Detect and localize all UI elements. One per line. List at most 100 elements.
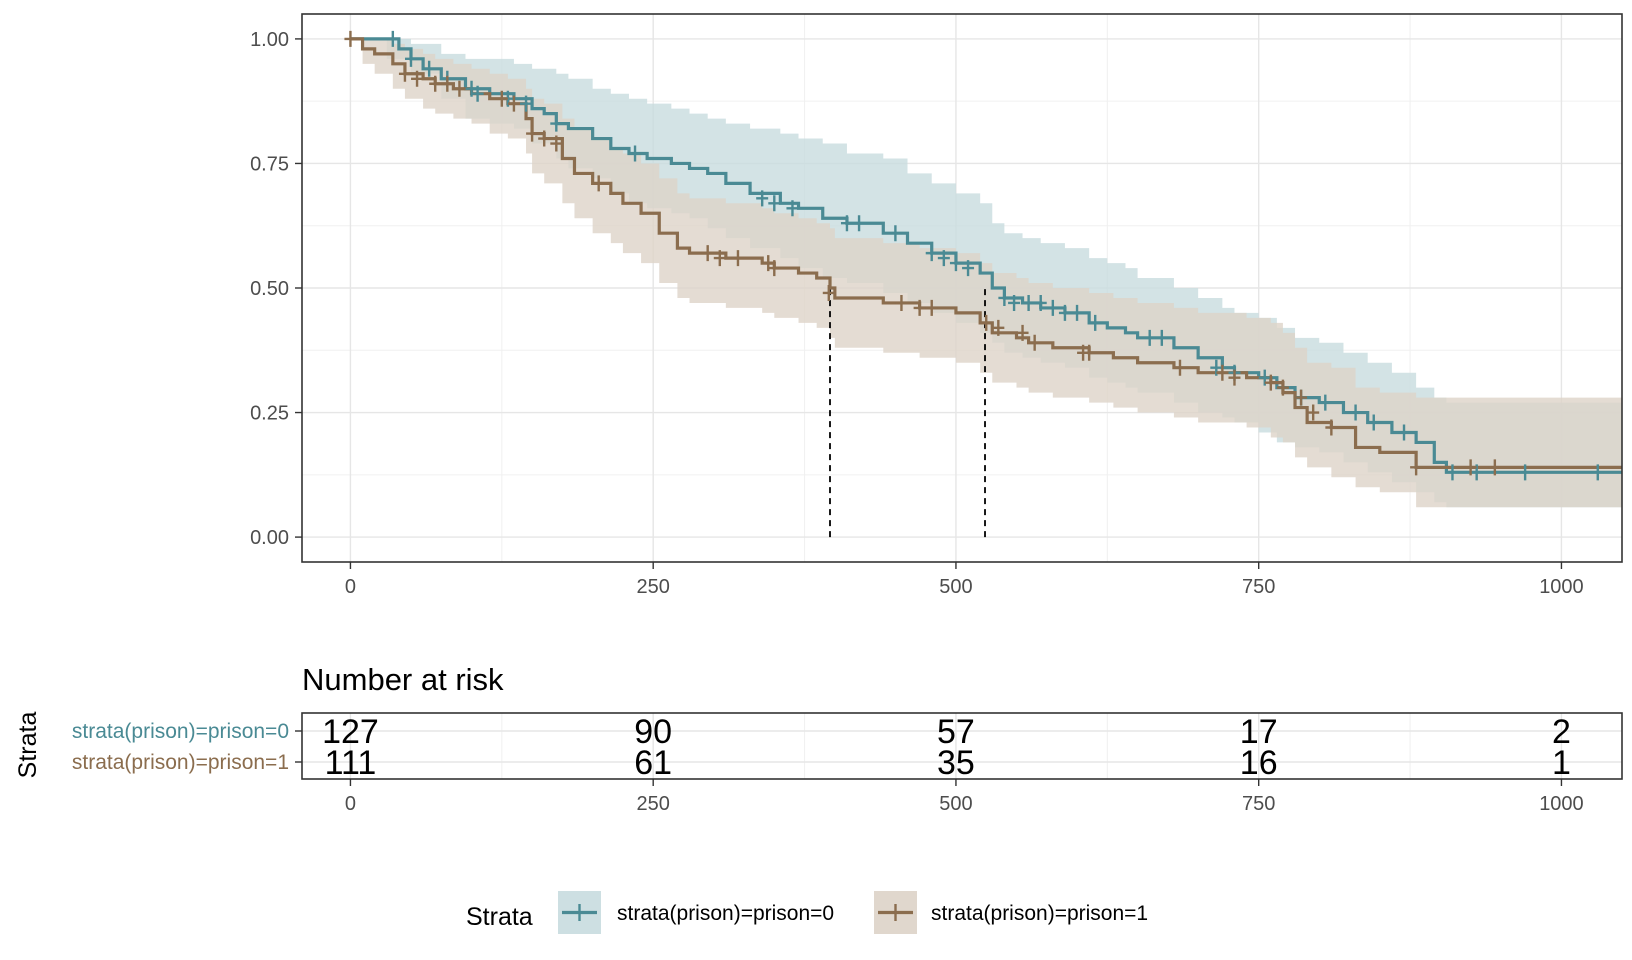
censor-mark [344,30,357,47]
censor-mark [1034,294,1047,311]
legend-items: strata(prison)=prison=0 strata(prison)=pr… [558,891,1148,934]
censor-mark [822,284,835,301]
censor-mark [992,319,1005,336]
risk-count: 111 [325,744,377,782]
censor-mark [768,260,781,277]
censor-mark [840,215,853,232]
censor-mark [937,250,950,267]
censor-mark [1022,294,1035,311]
risk-x-tick-label: 750 [1242,793,1275,815]
risk-count: 35 [937,744,975,782]
censor-mark [550,115,563,132]
censor-mark [404,50,417,67]
risk-table-x-ticks: 0 250 500 750 1000 [345,779,1584,815]
survival-curve-1 [350,37,1622,469]
censor-mark [1470,464,1483,481]
legend-key-0 [558,891,601,934]
censor-mark [1295,389,1308,406]
censor-mark [1367,414,1380,431]
risk-x-tick-label: 1000 [1539,793,1584,815]
censor-mark [1488,459,1501,476]
censor-mark [507,95,520,112]
censor-mark [1173,359,1186,376]
risk-x-tick-label: 250 [637,793,670,815]
y-tick-label: 0.00 [250,527,289,549]
y-tick-label: 1.00 [250,29,289,51]
censor-mark [889,225,902,242]
risk-count: 57 [937,713,975,751]
risk-strata-label: strata(prison)=prison=1 [72,751,289,774]
censor-mark [495,90,508,107]
censor-mark [398,65,411,82]
censor-mark [592,175,605,192]
x-axis-ticks: 0 250 500 750 1000 [345,562,1584,598]
censor-mark [925,245,938,262]
risk-count: 2 [1552,713,1571,751]
x-tick-label: 0 [345,576,356,598]
legend-label: strata(prison)=prison=0 [617,902,834,925]
censor-mark [998,289,1011,306]
censor-mark [962,260,975,277]
censor-mark [1083,344,1096,361]
censor-mark [1410,459,1423,476]
censor-mark [731,250,744,267]
risk-strata-label: strata(prison)=prison=0 [72,720,289,743]
censor-mark [1258,369,1271,386]
risk-count: 1 [1552,744,1571,782]
risk-table-counts: 127 90 57 17 2 111 61 35 16 1 [322,713,1571,782]
y-tick-label: 0.50 [250,278,289,300]
censor-mark [913,299,926,316]
x-tick-label: 250 [637,576,670,598]
censor-mark [1519,464,1532,481]
censor-mark [423,60,436,77]
censor-mark [895,294,908,311]
censor-mark [1228,369,1241,386]
y-tick-label: 0.25 [250,403,289,425]
censor-mark [1398,424,1411,441]
legend-label: strata(prison)=prison=1 [931,902,1148,925]
risk-table-border [301,712,1623,780]
censor-mark [1028,334,1041,351]
censor-mark [786,200,799,217]
censor-mark [1464,459,1477,476]
censor-mark [980,314,993,331]
legend-title: Strata [466,903,533,931]
survival-plot-panel: 0 250 500 750 1000 0.00 0.25 0.50 0.75 1.00 [250,13,1623,598]
risk-count: 127 [322,713,379,751]
censor-mark [762,255,775,272]
risk-table-y-axis-title: Strata [14,712,42,779]
survival-curve-0 [350,37,1622,474]
censor-mark [1155,329,1168,346]
censor-mark [1307,404,1320,421]
censor-mark [386,30,399,47]
x-tick-label: 500 [939,576,972,598]
risk-count: 61 [634,744,672,782]
censor-marks [344,30,1604,481]
censor-mark [1058,304,1071,321]
censor-mark [1016,324,1029,341]
censor-mark [1143,329,1156,346]
risk-count: 16 [1240,744,1278,782]
survival-curves [350,37,1622,474]
x-tick-label: 1000 [1539,576,1584,598]
censor-mark [701,245,714,262]
censor-mark [1216,364,1229,381]
x-tick-label: 750 [1242,576,1275,598]
censor-mark [1276,379,1289,396]
risk-table-background [302,713,1622,779]
censor-mark [453,80,466,97]
risk-table-strata-labels: strata(prison)=prison=0 strata(prison)=pr… [72,720,302,774]
censor-mark [629,145,642,162]
censor-mark [520,95,533,112]
y-tick-label: 0.75 [250,153,289,175]
censor-mark [1325,419,1338,436]
risk-table-title: Number at risk [302,662,504,697]
censor-mark [768,195,781,212]
censor-mark [538,130,551,147]
risk-x-tick-label: 0 [345,793,356,815]
censor-mark [1071,304,1084,321]
risk-table-panel: Number at risk 127 90 57 17 2 111 61 35 16 1 stra… [14,662,1623,815]
censor-mark [411,70,424,87]
y-axis-ticks: 0.00 0.25 0.50 0.75 1.00 [250,29,302,549]
